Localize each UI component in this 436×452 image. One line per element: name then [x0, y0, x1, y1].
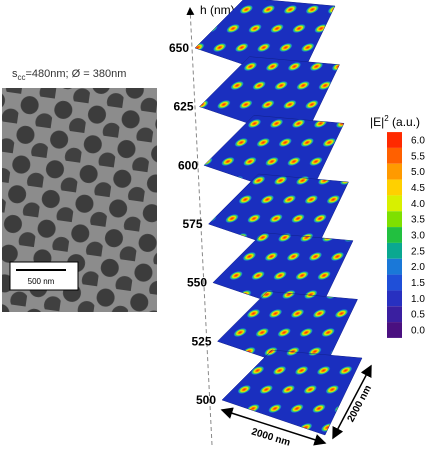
colorbar-title: |E|2 (a.u.)	[370, 114, 420, 129]
colorbar-swatch	[387, 163, 402, 180]
colorbar-tick-label: 4.0	[411, 199, 425, 210]
colorbar-tick-label: 1.5	[411, 278, 425, 289]
dimension-arrow	[220, 407, 327, 446]
colorbar-swatch	[387, 132, 402, 148]
colorbar-swatch	[387, 211, 402, 228]
height-tick-label: 575	[182, 217, 202, 231]
colorbar-tick-label: 2.0	[411, 262, 425, 273]
sem-caption: scc=480nm; Ø = 380nm	[12, 68, 126, 82]
colorbar-tick-label: 3.5	[411, 215, 425, 226]
scale-bar-label: 500 nm	[28, 277, 55, 286]
height-axis	[186, 7, 213, 446]
dimension-label: 2000 nm	[346, 383, 375, 424]
colorbar-swatch	[387, 258, 402, 275]
height-tick-label: 525	[191, 334, 211, 348]
height-tick-label: 650	[169, 41, 189, 55]
scale-bar-box	[9, 261, 79, 291]
colorbar-swatch	[387, 147, 402, 164]
colorbar-tick-label: 4.5	[411, 183, 425, 194]
colorbar-tick-label: 2.5	[411, 246, 425, 257]
colorbar-swatch	[387, 227, 402, 243]
dimension-arrow	[332, 364, 372, 440]
height-tick-label: 600	[178, 158, 198, 172]
colorbar-swatch	[387, 179, 402, 196]
colorbar-swatch	[387, 242, 402, 259]
colorbar-swatch	[387, 322, 402, 338]
colorbar-swatch	[387, 195, 402, 212]
height-axis-label: h (nm)	[200, 3, 235, 17]
colorbar-tick-label: 0.0	[411, 326, 425, 337]
colorbar-swatch	[387, 290, 402, 307]
colorbar-tick-label: 3.0	[411, 231, 425, 242]
colorbar-tick-label: 5.5	[411, 151, 425, 162]
height-tick-label: 550	[187, 276, 207, 290]
height-tick-label: 625	[173, 100, 193, 114]
height-tick-label: 500	[196, 393, 216, 407]
colorbar-tick-label: 6.0	[411, 136, 425, 147]
colorbar-swatch	[387, 274, 402, 291]
colorbar-tick-label: 5.0	[411, 167, 425, 178]
colorbar-tick-label: 0.5	[411, 310, 425, 321]
colorbar-tick-label: 1.0	[411, 294, 425, 305]
colorbar-swatch	[387, 306, 402, 323]
